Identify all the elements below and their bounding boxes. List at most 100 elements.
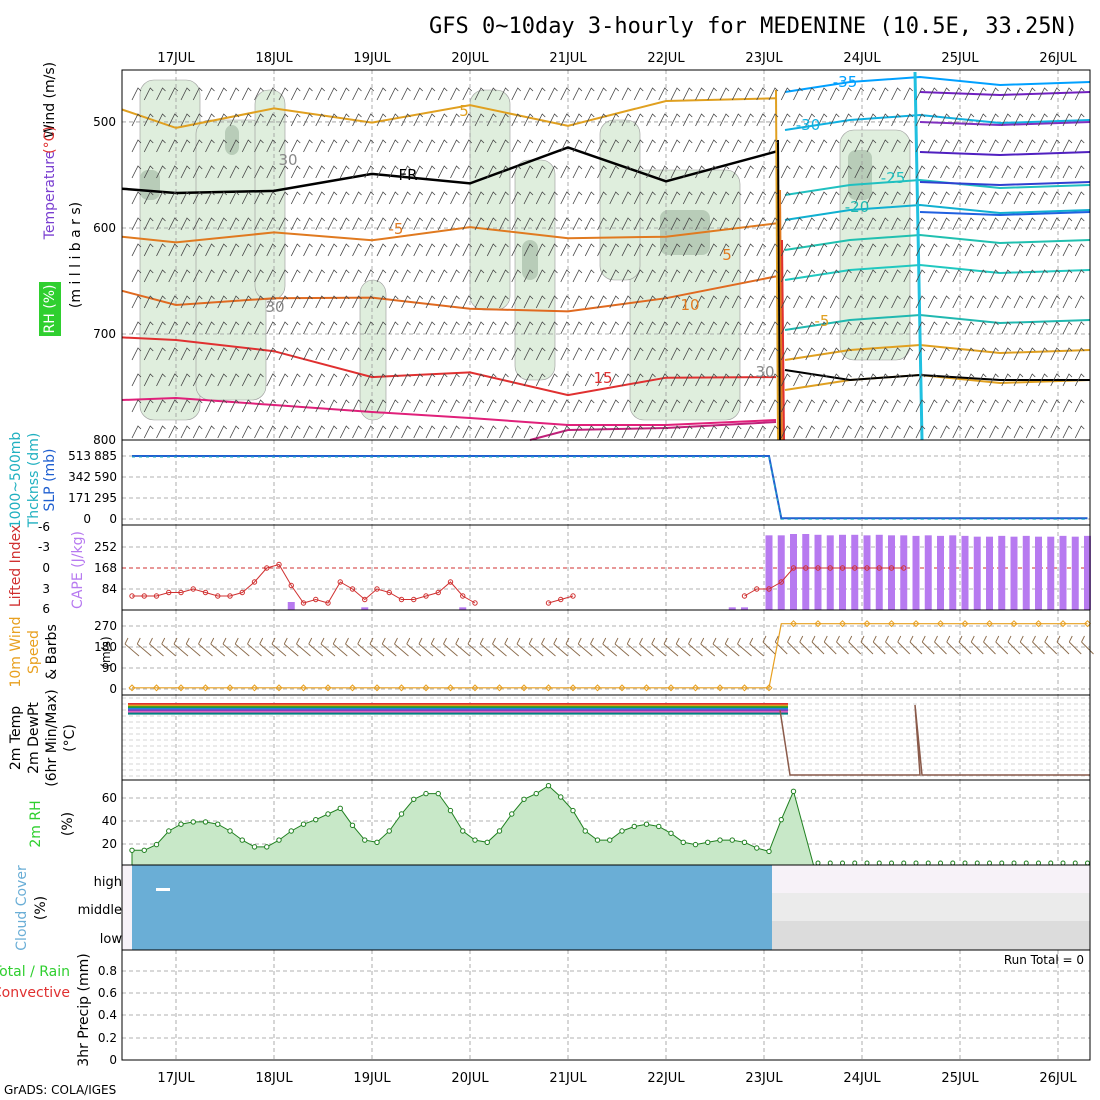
wind-barb bbox=[891, 269, 901, 283]
wind-speed-point bbox=[275, 684, 283, 692]
wind-barb bbox=[229, 87, 240, 101]
contour-label: -25 bbox=[881, 169, 906, 187]
wind-barb bbox=[1050, 113, 1061, 127]
rh-shade-dark bbox=[660, 210, 710, 255]
wind-barb bbox=[413, 269, 424, 283]
wind-barb bbox=[413, 87, 424, 101]
surface-barb bbox=[749, 637, 765, 657]
wind-barb bbox=[266, 113, 277, 127]
surface-barb bbox=[872, 635, 886, 655]
wind-barb bbox=[192, 269, 203, 283]
wind-barb bbox=[670, 269, 681, 283]
rh-shade bbox=[599, 119, 641, 281]
wind-barb bbox=[1013, 425, 1024, 439]
date-label-19jul: 19JUL bbox=[353, 1071, 391, 1086]
wind-barb bbox=[241, 113, 252, 127]
purple-contour bbox=[919, 91, 1091, 97]
wind-barb bbox=[670, 321, 681, 335]
wind-barb bbox=[756, 87, 767, 101]
wind-barb bbox=[241, 347, 252, 361]
wind-barb bbox=[903, 425, 914, 439]
li-point bbox=[472, 600, 478, 606]
wind-barb bbox=[364, 399, 375, 413]
wind-speed-line bbox=[128, 620, 1092, 692]
li-tick: 3 bbox=[42, 582, 50, 596]
wind-barb bbox=[609, 243, 620, 257]
date-label-17jul: 17JUL bbox=[157, 51, 195, 66]
wind-barb bbox=[964, 87, 975, 101]
wind-barb bbox=[731, 191, 742, 205]
wind-barb bbox=[376, 425, 387, 439]
wind-barb bbox=[180, 139, 191, 153]
wind-barb bbox=[878, 373, 889, 387]
wind-barb bbox=[217, 139, 228, 153]
wind-barb bbox=[192, 373, 203, 387]
rh-point bbox=[754, 845, 760, 851]
wind-barb bbox=[719, 243, 730, 257]
wind-barb bbox=[793, 269, 803, 283]
wind-barb bbox=[535, 347, 546, 361]
wind-barb bbox=[976, 191, 987, 205]
rh-point bbox=[582, 828, 588, 834]
purple-contour bbox=[919, 121, 1091, 127]
wind-barb bbox=[731, 373, 742, 387]
wind-barb bbox=[266, 217, 277, 231]
wind-barb bbox=[1013, 139, 1024, 153]
rh-point bbox=[925, 860, 931, 866]
wind-barb bbox=[303, 321, 313, 335]
wind-barb bbox=[903, 191, 914, 205]
wind-barb bbox=[658, 87, 669, 101]
wind-barb bbox=[878, 113, 889, 127]
contour-label: -30 bbox=[796, 116, 821, 134]
wind-barb bbox=[143, 373, 154, 387]
wind-barb bbox=[621, 113, 632, 127]
wind-barb bbox=[401, 191, 411, 205]
wind-barb bbox=[719, 113, 730, 127]
wind-barb bbox=[560, 165, 571, 179]
wind-barb bbox=[548, 399, 558, 413]
rh-point bbox=[129, 847, 135, 853]
wind-barb bbox=[1001, 295, 1012, 309]
wind-barb bbox=[915, 269, 926, 283]
wind-barb bbox=[535, 113, 546, 127]
surface-barb bbox=[921, 635, 935, 655]
wind-barb bbox=[217, 243, 228, 257]
wind-barb bbox=[1001, 373, 1012, 387]
thickness-tick: 342 bbox=[68, 470, 91, 484]
cape-bar bbox=[973, 536, 981, 610]
wind-barb bbox=[290, 269, 301, 283]
surface-barb bbox=[639, 637, 654, 657]
wind-barb bbox=[891, 243, 901, 257]
li-point bbox=[374, 586, 380, 592]
wind-barb bbox=[854, 399, 865, 413]
wind-barb bbox=[915, 295, 926, 309]
wind-barb bbox=[695, 399, 705, 413]
wind-barb bbox=[646, 87, 656, 101]
wind-barb bbox=[523, 399, 534, 413]
wind-barb bbox=[241, 295, 252, 309]
wind-barb bbox=[744, 373, 754, 387]
wind-barb bbox=[217, 321, 228, 335]
wind-barb bbox=[768, 165, 779, 179]
surface-barb bbox=[541, 637, 556, 657]
wind-barb bbox=[1038, 87, 1048, 101]
wind-barb bbox=[989, 139, 999, 153]
wind-barb bbox=[584, 139, 595, 153]
cold-contour bbox=[784, 233, 1091, 251]
wind-barb bbox=[290, 139, 301, 153]
wind-barb bbox=[646, 295, 656, 309]
date-label-25jul: 25JUL bbox=[941, 1071, 979, 1086]
wind-barb bbox=[499, 321, 509, 335]
rh-point bbox=[447, 807, 454, 814]
wind-barb bbox=[854, 425, 865, 439]
wind-barb bbox=[523, 321, 534, 335]
wind-barb bbox=[793, 321, 803, 335]
wind-barb bbox=[854, 295, 865, 309]
wind-barb bbox=[976, 399, 987, 413]
wind-barb bbox=[376, 217, 387, 231]
wind-barb bbox=[719, 399, 730, 413]
wind-barb bbox=[376, 373, 387, 387]
wind-barb bbox=[486, 165, 497, 179]
date-label-21jul: 21JUL bbox=[549, 1071, 587, 1086]
li-point bbox=[545, 600, 552, 606]
